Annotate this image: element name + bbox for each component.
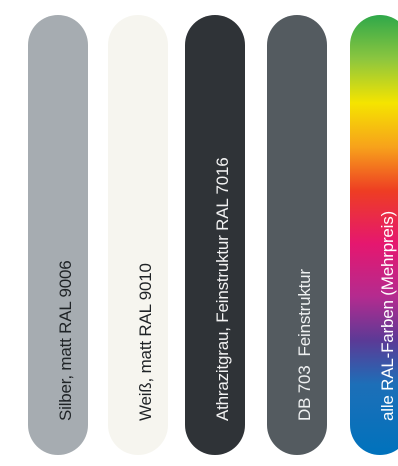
swatch-white[interactable]: Weiß, matt RAL 9010 <box>108 15 168 455</box>
swatch-label: Athrazitgrau, Feinstruktur RAL 7016 <box>213 157 233 421</box>
swatch-label: alle RAL-Farben (Mehrpreis) <box>378 211 398 421</box>
swatch-label-text: Silber, matt RAL 9006 <box>56 260 75 421</box>
swatch-label-text: Athrazitgrau, Feinstruktur RAL 7016 <box>213 157 232 421</box>
swatch-label: Weiß, matt RAL 9010 <box>136 263 156 421</box>
swatch-silver[interactable]: Silber, matt RAL 9006 <box>28 15 88 455</box>
swatch-label-text: DB 703 Feinstruktur <box>295 269 314 421</box>
swatch-label: Silber, matt RAL 9006 <box>56 260 76 421</box>
swatch-db703[interactable]: DB 703 Feinstruktur <box>267 15 327 455</box>
swatch-label-text: Weiß, matt RAL 9010 <box>136 263 155 421</box>
swatch-label: DB 703 Feinstruktur <box>295 269 315 421</box>
swatch-all-ral-colors[interactable]: alle RAL-Farben (Mehrpreis) <box>350 15 398 455</box>
swatch-anthracite[interactable]: Athrazitgrau, Feinstruktur RAL 7016 <box>185 15 245 455</box>
swatch-label-text: alle RAL-Farben (Mehrpreis) <box>378 210 397 421</box>
